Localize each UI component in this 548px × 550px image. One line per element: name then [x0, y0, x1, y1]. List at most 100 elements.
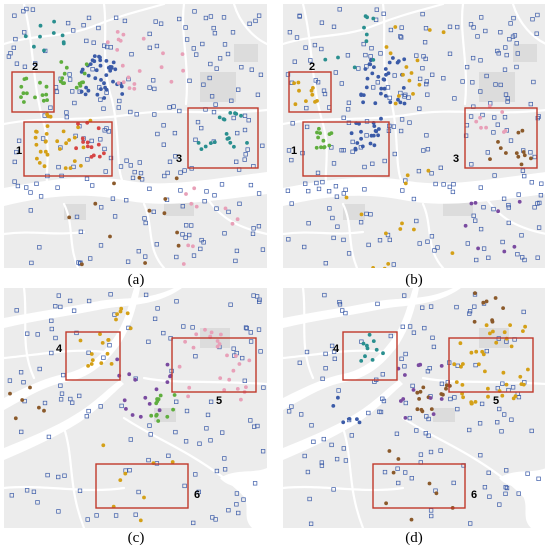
poi-cluster-point	[336, 395, 340, 400]
highlight-box	[448, 337, 534, 393]
poi-open-marker	[222, 42, 228, 47]
poi-open-marker	[331, 161, 337, 166]
poi-cluster-point	[412, 227, 416, 232]
poi-cluster-point	[172, 393, 177, 397]
caption-b: (b)	[405, 272, 423, 288]
poi-open-marker	[289, 157, 294, 163]
road	[283, 485, 405, 492]
poi-open-marker	[212, 31, 218, 36]
poi-open-marker	[178, 188, 183, 193]
poi-cluster-point	[74, 146, 78, 151]
poi-open-marker	[132, 169, 137, 175]
poi-open-marker	[329, 343, 335, 349]
poi-open-marker	[388, 27, 394, 33]
poi-open-marker	[21, 380, 26, 385]
road	[142, 202, 166, 268]
poi-open-marker	[125, 259, 131, 264]
road	[460, 4, 468, 106]
poi-cluster-point	[102, 81, 106, 86]
poi-cluster-point	[504, 151, 508, 155]
poi-cluster-point	[165, 380, 170, 384]
poi-open-marker	[260, 143, 265, 148]
poi-open-marker	[424, 81, 429, 87]
poi-open-marker	[21, 9, 26, 14]
poi-open-marker	[107, 343, 112, 348]
poi-open-marker	[322, 292, 327, 298]
poi-cluster-point	[22, 77, 27, 81]
poi-open-marker	[380, 372, 385, 377]
poi-cluster-point	[84, 85, 88, 90]
poi-open-marker	[432, 248, 437, 253]
poi-open-marker	[161, 142, 166, 147]
poi-open-marker	[155, 131, 160, 137]
poi-open-marker	[478, 453, 483, 458]
map-background	[4, 288, 267, 528]
poi-cluster-point	[81, 145, 86, 150]
poi-open-marker	[37, 366, 42, 372]
poi-cluster-point	[368, 141, 373, 146]
poi-cluster-point	[416, 363, 421, 368]
poi-open-marker	[40, 136, 46, 141]
poi-cluster-point	[99, 87, 103, 91]
poi-cluster-point	[415, 407, 420, 412]
poi-open-marker	[208, 399, 214, 404]
poi-cluster-point	[493, 296, 498, 300]
poi-cluster-point	[434, 491, 439, 496]
poi-open-marker	[410, 383, 415, 389]
poi-cluster-point	[154, 387, 159, 392]
poi-open-marker	[530, 17, 535, 22]
poi-cluster-point	[184, 192, 188, 196]
poi-cluster-point	[86, 88, 91, 93]
poi-open-marker	[231, 115, 236, 121]
poi-open-marker	[289, 201, 294, 206]
poi-open-marker	[235, 130, 240, 136]
poi-open-marker	[506, 220, 511, 226]
poi-open-marker	[341, 237, 346, 243]
poi-open-marker	[167, 159, 173, 164]
road	[4, 485, 126, 492]
poi-open-marker	[25, 331, 30, 336]
poi-open-marker	[239, 65, 244, 70]
poi-open-marker	[101, 106, 106, 111]
poi-open-marker	[59, 391, 65, 396]
poi-cluster-point	[239, 113, 243, 118]
poi-open-marker	[435, 245, 440, 250]
road	[62, 426, 86, 528]
poi-open-marker	[85, 517, 90, 522]
poi-cluster-point	[474, 119, 479, 124]
map-background	[283, 4, 545, 268]
poi-cluster-point	[369, 133, 374, 138]
poi-cluster-point	[428, 396, 433, 400]
poi-cluster-point	[391, 470, 396, 475]
poi-open-marker	[452, 96, 457, 101]
poi-open-marker	[522, 173, 527, 179]
poi-cluster-point	[19, 84, 24, 89]
poi-open-marker	[327, 206, 332, 211]
poi-cluster-point	[360, 144, 365, 149]
poi-cluster-point	[37, 161, 42, 165]
poi-cluster-point	[112, 181, 116, 186]
park-area	[343, 204, 365, 220]
poi-open-marker	[213, 517, 218, 522]
coastline	[499, 468, 545, 528]
poi-open-marker	[177, 108, 182, 114]
poi-open-marker	[102, 43, 107, 48]
poi-cluster-point	[79, 80, 84, 85]
poi-cluster-point	[371, 16, 376, 21]
poi-open-marker	[425, 369, 431, 374]
poi-cluster-point	[470, 401, 474, 406]
poi-cluster-point	[363, 354, 367, 359]
poi-open-marker	[136, 249, 141, 254]
poi-cluster-point	[19, 95, 23, 99]
poi-cluster-point	[37, 405, 41, 410]
poi-cluster-point	[222, 388, 227, 392]
poi-open-marker	[398, 90, 403, 96]
poi-cluster-point	[96, 142, 101, 147]
poi-open-marker	[529, 428, 534, 434]
highlight-box	[95, 463, 189, 509]
poi-open-marker	[358, 220, 364, 225]
poi-open-marker	[184, 408, 190, 414]
poi-open-marker	[244, 326, 249, 331]
poi-cluster-point	[365, 15, 369, 20]
poi-cluster-point	[400, 221, 404, 226]
